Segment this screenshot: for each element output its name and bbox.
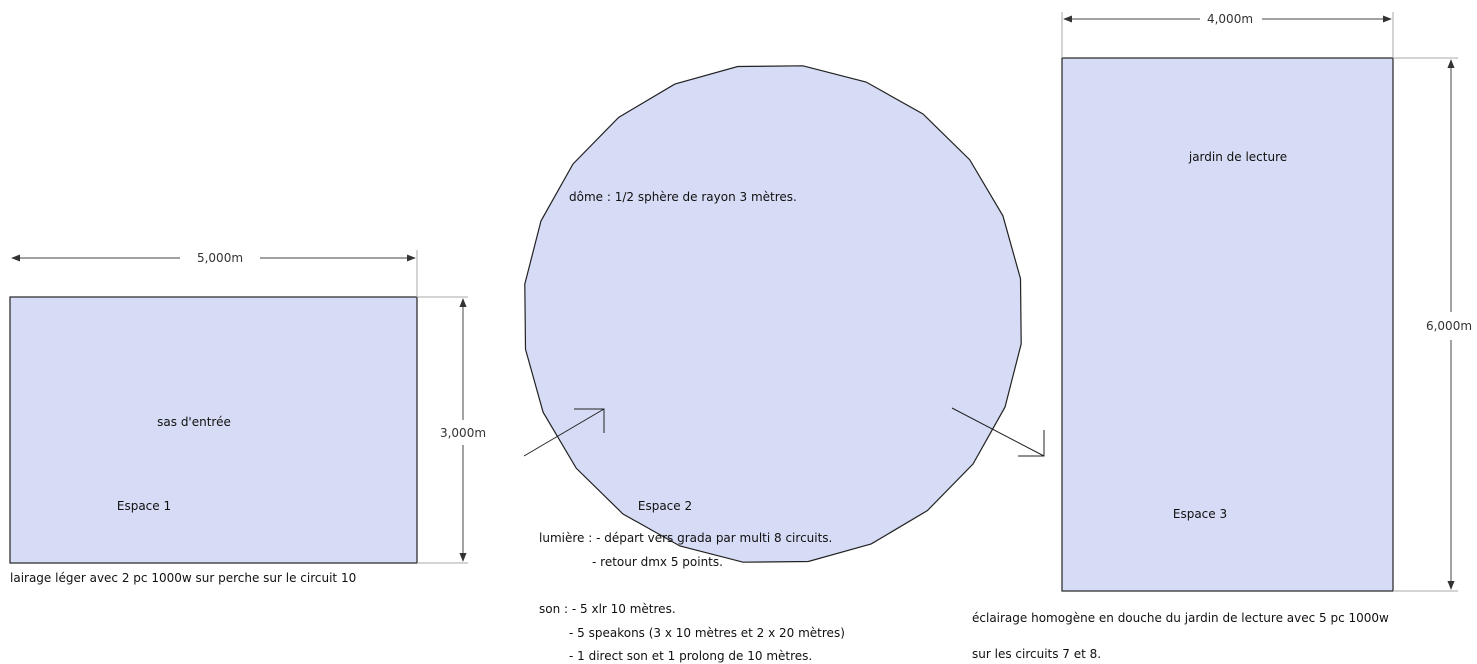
espace-1-name: sas d'entrée <box>157 415 231 429</box>
espace-1-width-dimension: 5,000m <box>197 251 243 265</box>
espace-1-height-dimension: 3,000m <box>440 426 486 440</box>
espace-3-width-dimension: 4,000m <box>1207 12 1253 26</box>
espace-2-son-line-2: - 5 speakons (3 x 10 mètres et 2 x 20 mè… <box>569 626 845 640</box>
espace-3-height-dimension: 6,000m <box>1426 319 1472 333</box>
espace-2-lumiere-line-1: lumière : - départ vers grada par multi … <box>539 531 832 545</box>
espace-1-note: lairage léger avec 2 pc 1000w sur perche… <box>10 571 356 585</box>
espace-3-group: 4,000m 6,000m jardin de lecture Espace 3… <box>972 12 1472 661</box>
espace-2-dome <box>524 65 1022 563</box>
entry-arrow <box>523 408 605 457</box>
espace-3-room <box>1061 57 1394 592</box>
espace-2-description: dôme : 1/2 sphère de rayon 3 mètres. <box>569 190 797 204</box>
espace-2-son-line-3: - 1 direct son et 1 prolong de 10 mètres… <box>569 649 812 663</box>
espace-1-group: 5,000m 3,000m sas d'entrée Espace 1 lair… <box>9 250 486 585</box>
espace-2-son-line-1: son : - 5 xlr 10 mètres. <box>539 602 676 616</box>
espace-2-group: dôme : 1/2 sphère de rayon 3 mètres. Esp… <box>523 65 1045 663</box>
espace-1-room <box>9 296 418 564</box>
espace-3-name: jardin de lecture <box>1188 150 1287 164</box>
exit-arrow <box>951 407 1045 457</box>
espace-3-note-line-1: éclairage homogène en douche du jardin d… <box>972 611 1389 625</box>
espace-3-note-line-2: sur les circuits 7 et 8. <box>972 647 1101 661</box>
espace-1-label: Espace 1 <box>117 499 171 513</box>
espace-2-label: Espace 2 <box>638 499 692 513</box>
espace-2-lumiere-line-2: - retour dmx 5 points. <box>592 555 723 569</box>
espace-3-label: Espace 3 <box>1173 507 1227 521</box>
